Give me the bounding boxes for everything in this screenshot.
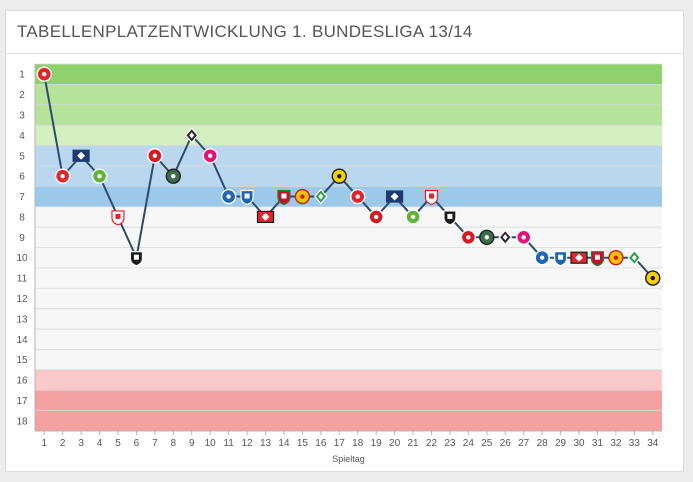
y-tick-label: 11 — [17, 274, 28, 285]
title-divider — [6, 53, 683, 54]
schalke-crest-icon — [220, 188, 237, 205]
x-tick-label: 19 — [371, 438, 383, 449]
x-tick-label: 21 — [407, 438, 419, 449]
x-tick-label: 10 — [205, 438, 217, 449]
x-tick-label: 23 — [444, 438, 456, 449]
x-tick-label: 22 — [426, 438, 438, 449]
zone-band — [35, 64, 662, 85]
x-tick-label: 16 — [315, 438, 327, 449]
x-tick-label: 26 — [500, 438, 512, 449]
fca-crest-icon — [590, 251, 605, 267]
chart-title: TABELLENPLATZENTWICKLUNG 1. BUNDESLIGA 1… — [17, 22, 473, 41]
x-tick-label: 1 — [41, 438, 47, 449]
x-tick-label: 27 — [518, 438, 530, 449]
x-tick-label: 2 — [60, 438, 66, 449]
eintracht-bs-crest-icon — [608, 249, 624, 266]
eagle-crest-icon — [54, 168, 71, 184]
x-tick-label: 6 — [134, 438, 140, 449]
x-tick-label: 13 — [260, 438, 272, 449]
y-tick-label: 3 — [19, 110, 25, 121]
fr-crest-icon — [443, 210, 457, 226]
v-crest-icon — [424, 189, 439, 206]
x-tick-label: 25 — [481, 438, 493, 449]
zone-band — [35, 369, 662, 391]
x-tick-label: 5 — [115, 438, 121, 449]
x-tick-label: 30 — [573, 438, 585, 449]
y-tick-label: 4 — [19, 131, 25, 142]
y-tick-label: 14 — [16, 335, 28, 346]
x-tick-label: 17 — [334, 438, 346, 449]
x-tick-label: 34 — [647, 438, 659, 449]
bvb-crest-icon — [645, 270, 661, 286]
diamond-crest-icon — [72, 149, 90, 162]
y-tick-label: 2 — [19, 90, 25, 101]
x-tick-label: 4 — [97, 438, 103, 449]
werder-crest-icon — [314, 188, 328, 205]
mainz-crest-icon — [368, 209, 384, 225]
bayer-crest-icon — [570, 251, 588, 264]
y-tick-label: 12 — [16, 294, 28, 305]
eintracht-bs-crest-icon — [294, 188, 311, 205]
wolf-crest-icon — [405, 209, 421, 225]
x-tick-label: 8 — [171, 438, 177, 449]
x-tick-labels: 1 2 3 4 5 6 7 8 9 10 11 12 13 14 15 16 17 18 19 20 21 22 23 24 2… — [41, 431, 659, 449]
y-tick-label: 5 — [19, 151, 25, 162]
mainz-crest-icon — [147, 148, 163, 164]
y-tick-label: 15 — [16, 355, 28, 366]
fcb-crest-icon — [202, 148, 218, 164]
y-tick-label: 17 — [16, 396, 28, 407]
y-tick-label: 18 — [16, 416, 28, 427]
y-tick-label: 10 — [16, 253, 28, 264]
y-tick-label: 16 — [16, 376, 28, 387]
position-line — [43, 74, 654, 279]
fr-crest-icon — [129, 251, 144, 267]
y-tick-label: 1 — [19, 70, 25, 81]
x-tick-label: 18 — [352, 438, 364, 449]
y-tick-label: 13 — [16, 314, 28, 325]
tsg-crest-icon — [553, 251, 568, 267]
grid — [35, 63, 662, 432]
x-tick-label: 29 — [555, 438, 567, 449]
eagle-crest-icon — [350, 188, 366, 205]
y-tick-label: 9 — [19, 233, 25, 244]
eagle-crest-icon — [36, 66, 52, 82]
fcb-crest-icon — [515, 229, 532, 246]
bvb-crest-icon — [331, 168, 347, 184]
x-tick-label: 20 — [389, 438, 401, 449]
x-tick-label: 14 — [278, 438, 290, 449]
schalke-crest-icon — [534, 249, 550, 266]
tsg-crest-icon — [240, 189, 254, 206]
wolf-crest-icon — [91, 168, 108, 184]
x-tick-label: 33 — [629, 438, 641, 449]
mainz-crest-icon — [460, 229, 477, 246]
bayer-crest-icon — [256, 210, 275, 224]
x-tick-label: 3 — [78, 438, 84, 449]
crest-markers — [36, 66, 661, 286]
x-tick-label: 24 — [463, 438, 475, 449]
diamond-crest-icon — [386, 190, 404, 203]
v-crest-icon — [111, 210, 125, 226]
zone-band — [35, 186, 662, 207]
zone-band — [35, 125, 662, 146]
x-tick-label: 11 — [223, 438, 234, 449]
y-tick-label: 6 — [19, 172, 25, 183]
x-tick-label: 9 — [189, 438, 195, 449]
96-crest-icon — [479, 229, 495, 246]
x-tick-label: 7 — [152, 438, 158, 449]
x-tick-label: 31 — [592, 438, 604, 449]
gladbach-crest-icon — [498, 229, 513, 246]
x-axis-label: Spieltag — [332, 454, 365, 464]
x-tick-label: 32 — [610, 438, 622, 449]
fca-crest-icon — [277, 189, 291, 206]
96-crest-icon — [165, 168, 182, 184]
werder-crest-icon — [627, 249, 642, 266]
gladbach-crest-icon — [184, 127, 199, 144]
x-tick-label: 15 — [297, 438, 309, 449]
x-tick-label: 12 — [242, 438, 254, 449]
x-tick-label: 28 — [537, 438, 549, 449]
y-tick-label: 7 — [19, 192, 25, 203]
y-tick-label: 8 — [19, 212, 25, 223]
